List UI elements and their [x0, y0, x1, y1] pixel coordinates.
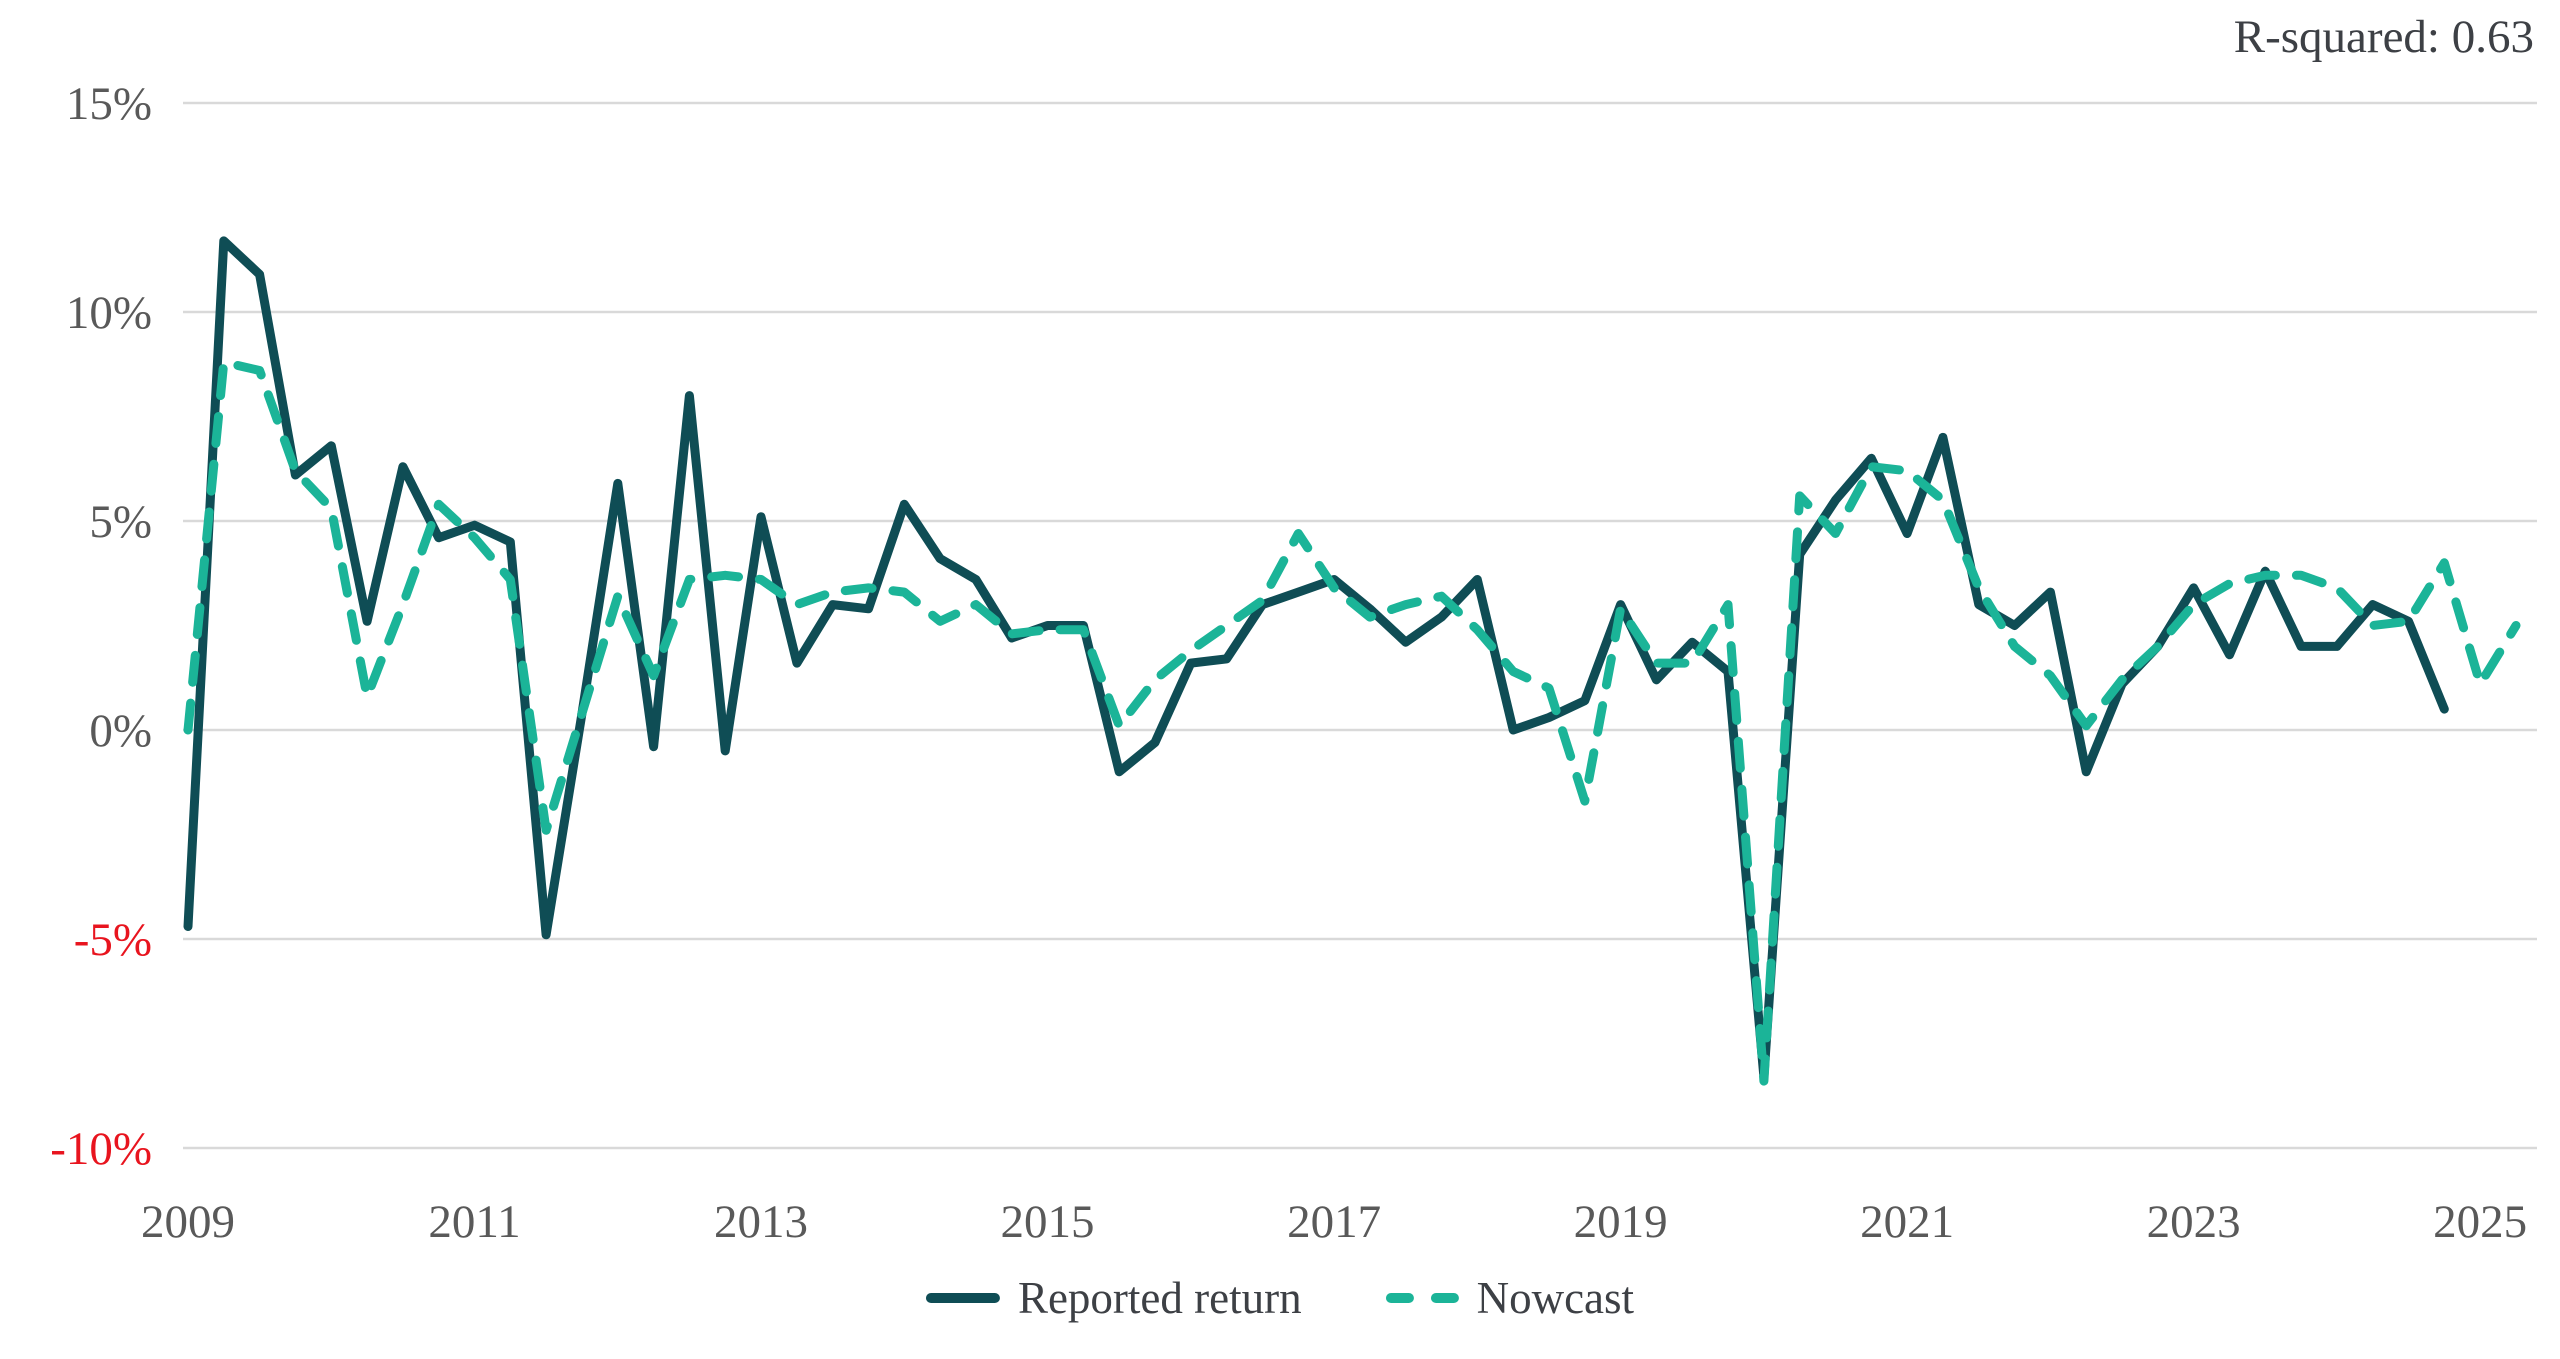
nowcast-line-swatch [1385, 1293, 1459, 1303]
legend: Reported return Nowcast [925, 1272, 1635, 1324]
legend-item-nowcast: Nowcast [1385, 1272, 1635, 1324]
x-axis-tick-label: 2015 [1001, 1196, 1095, 1248]
legend-item-reported: Reported return [925, 1272, 1302, 1324]
legend-label-reported: Reported return [1017, 1273, 1302, 1323]
y-axis-tick-label: 10% [66, 287, 152, 339]
y-axis-tick-label: -5% [74, 914, 152, 966]
r-squared-annotation: R-squared: 0.63 [2233, 11, 2534, 63]
nowcast-dash-icon [1430, 1293, 1459, 1303]
y-axis-tick-label: 0% [89, 705, 152, 757]
x-axis-tick-label: 2021 [1860, 1196, 1954, 1248]
x-axis-tick-label: 2023 [2147, 1196, 2241, 1248]
x-axis-tick-label: 2025 [2433, 1196, 2527, 1248]
y-axis-tick-label: -10% [50, 1123, 152, 1175]
x-axis-tick-label: 2009 [141, 1196, 235, 1248]
x-axis-tick-label: 2019 [1574, 1196, 1668, 1248]
reported-line [183, 236, 2449, 1082]
nowcast-line [183, 357, 2521, 1086]
nowcast-dash-icon [1385, 1293, 1414, 1303]
y-axis-tick-label: 15% [66, 78, 152, 130]
x-axis-tick-label: 2017 [1287, 1196, 1381, 1248]
legend-label-nowcast: Nowcast [1476, 1273, 1635, 1323]
x-axis-tick-label: 2011 [428, 1196, 520, 1248]
y-axis-tick-label: 5% [89, 496, 152, 548]
x-axis-tick-label: 2013 [714, 1196, 808, 1248]
reported-line-swatch [925, 1293, 1000, 1303]
